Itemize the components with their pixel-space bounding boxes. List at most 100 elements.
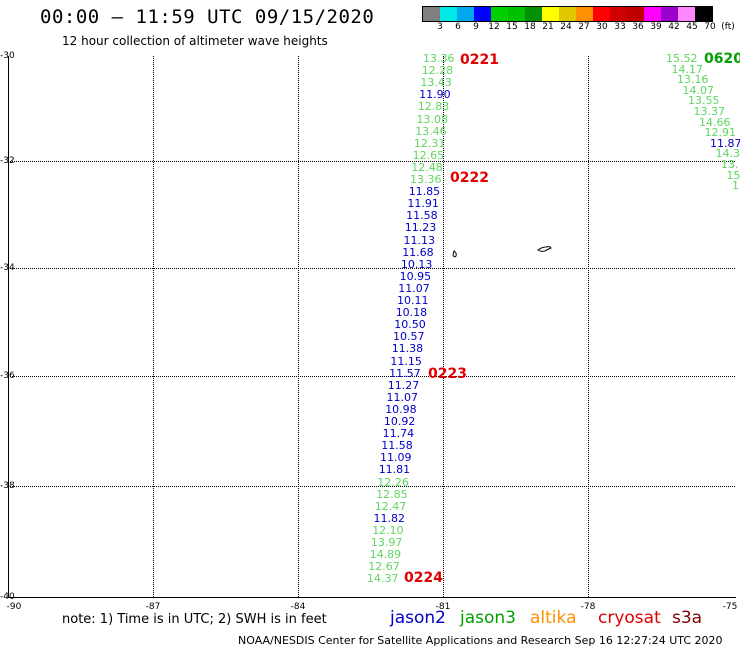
wave-height-value: 11.57: [389, 366, 421, 380]
latitude-label: -36: [0, 371, 15, 381]
wave-height-value: 11.85: [408, 185, 441, 199]
satellite-legend-jason3: jason3: [460, 608, 516, 628]
colorbar-label: (ft): [721, 22, 735, 32]
colorbar-label: 33: [614, 22, 626, 32]
wave-height-value: 11.27: [387, 378, 420, 392]
map-title: 00:00 – 11:59 UTC 09/15/2020: [40, 6, 375, 28]
longitude-label: -87: [145, 602, 161, 612]
colorbar-label: 24: [560, 22, 572, 32]
colorbar-label: 70: [704, 22, 716, 32]
island-small: [452, 250, 457, 258]
wave-height-value: 11.87: [710, 136, 740, 150]
wave-height-value: 12.31: [413, 136, 446, 150]
wave-height-value: 11.81: [378, 463, 411, 477]
wave-height-value: 12.47: [374, 499, 407, 513]
colorbar-cell: [474, 7, 491, 21]
parallel-line: [8, 268, 735, 269]
wave-height-value: 12.91: [704, 126, 737, 140]
track-time-label: 0221: [460, 52, 499, 68]
wave-height-value: 13.16: [677, 73, 709, 87]
colorbar-cell: [695, 7, 712, 21]
footer-note: note: 1) Time is in UTC; 2) SWH is in fe…: [62, 612, 327, 627]
map-frame: [8, 56, 736, 598]
wave-height-value: 12.67: [368, 560, 400, 574]
longitude-label: -90: [6, 602, 22, 612]
wave-height-value: 13.37: [693, 105, 726, 118]
meridian-line: [298, 56, 299, 597]
colorbar-cell: [610, 7, 627, 21]
wave-height-value: 11.07: [386, 390, 419, 404]
wave-height-value: 11.23: [404, 221, 437, 235]
colorbar-cell: [491, 7, 508, 21]
wave-height-value: 1: [732, 179, 739, 193]
colorbar-label: 18: [524, 22, 536, 32]
longitude-label: -78: [580, 602, 596, 612]
colorbar-cell: [576, 7, 593, 21]
parallel-line: [8, 161, 735, 162]
island-elongated: [537, 246, 552, 252]
wave-height-value: 11.68: [402, 245, 434, 259]
wave-height-value: 13.36: [410, 173, 442, 186]
wave-height-value: 11.09: [380, 451, 412, 465]
colorbar-cell: [678, 7, 695, 21]
meridian-line: [443, 56, 444, 597]
satellite-legend-altika: altika: [530, 608, 577, 628]
colorbar-cell: [644, 7, 661, 21]
colorbar-label: 15: [506, 22, 518, 32]
wave-height-value: 10.57: [393, 330, 425, 344]
track-time-label: 0620: [704, 51, 740, 67]
colorbar-cell: [525, 7, 542, 21]
wave-height-value: 11.90: [419, 88, 451, 102]
wave-height-value: 13.43: [420, 76, 452, 90]
wave-height-value: 11.91: [407, 197, 439, 211]
wave-height-value: 10.18: [395, 306, 428, 320]
wave-height-value: 14.38: [715, 147, 740, 161]
wave-height-value: 13.: [721, 158, 739, 171]
wave-height-value: 12.65: [412, 148, 445, 162]
wave-height-value: 15: [726, 168, 740, 182]
wave-height-value: 12.28: [421, 64, 454, 78]
colorbar-label: 45: [686, 22, 698, 32]
wave-height-value: 12.48: [411, 160, 443, 174]
wave-height-value: 10.11: [397, 294, 429, 307]
wave-height-value: 12.26: [377, 475, 409, 489]
colorbar-cell: [542, 7, 559, 21]
meridian-line: [588, 56, 589, 597]
wave-height-value: 14.89: [369, 548, 402, 562]
wave-height-value: 14.07: [682, 83, 715, 97]
colorbar-label: 36: [632, 22, 644, 32]
colorbar-label: 30: [596, 22, 608, 32]
wave-height-value: 14.66: [699, 115, 731, 129]
latitude-label: -32: [0, 156, 15, 166]
colorbar-label: 3: [437, 22, 443, 32]
latitude-label: -34: [0, 263, 15, 273]
longitude-label: -75: [722, 602, 738, 612]
wave-height-value: 10.92: [383, 415, 416, 428]
colorbar-label: 39: [650, 22, 662, 32]
colorbar-label: 12: [488, 22, 500, 32]
longitude-label: -84: [290, 602, 306, 612]
wave-height-value: 11.15: [390, 354, 422, 368]
wave-height-colorbar: [422, 6, 713, 22]
latitude-label: -40: [0, 592, 15, 602]
latitude-label: -38: [0, 481, 15, 491]
wave-height-value: 11.38: [391, 342, 424, 356]
satellite-legend-s3a: s3a: [672, 608, 703, 628]
wave-height-value: 11.58: [406, 209, 438, 223]
track-time-label: 0224: [404, 570, 443, 586]
wave-height-value: 14.17: [671, 62, 704, 76]
colorbar-cell: [661, 7, 678, 21]
wave-height-value: 12.83: [417, 100, 450, 114]
wave-height-value: 11.82: [373, 511, 406, 525]
satellite-legend-jason2: jason2: [390, 608, 446, 628]
colorbar-cell: [440, 7, 457, 21]
colorbar-cell: [627, 7, 644, 21]
track-time-label: 0222: [450, 170, 489, 186]
wave-height-value: 10.13: [400, 257, 433, 271]
track-time-label: 0223: [428, 366, 467, 382]
colorbar-cell: [508, 7, 525, 21]
wave-height-value: 10.95: [399, 269, 432, 283]
wave-height-value: 13.46: [415, 124, 447, 138]
colorbar-label: 9: [473, 22, 479, 32]
